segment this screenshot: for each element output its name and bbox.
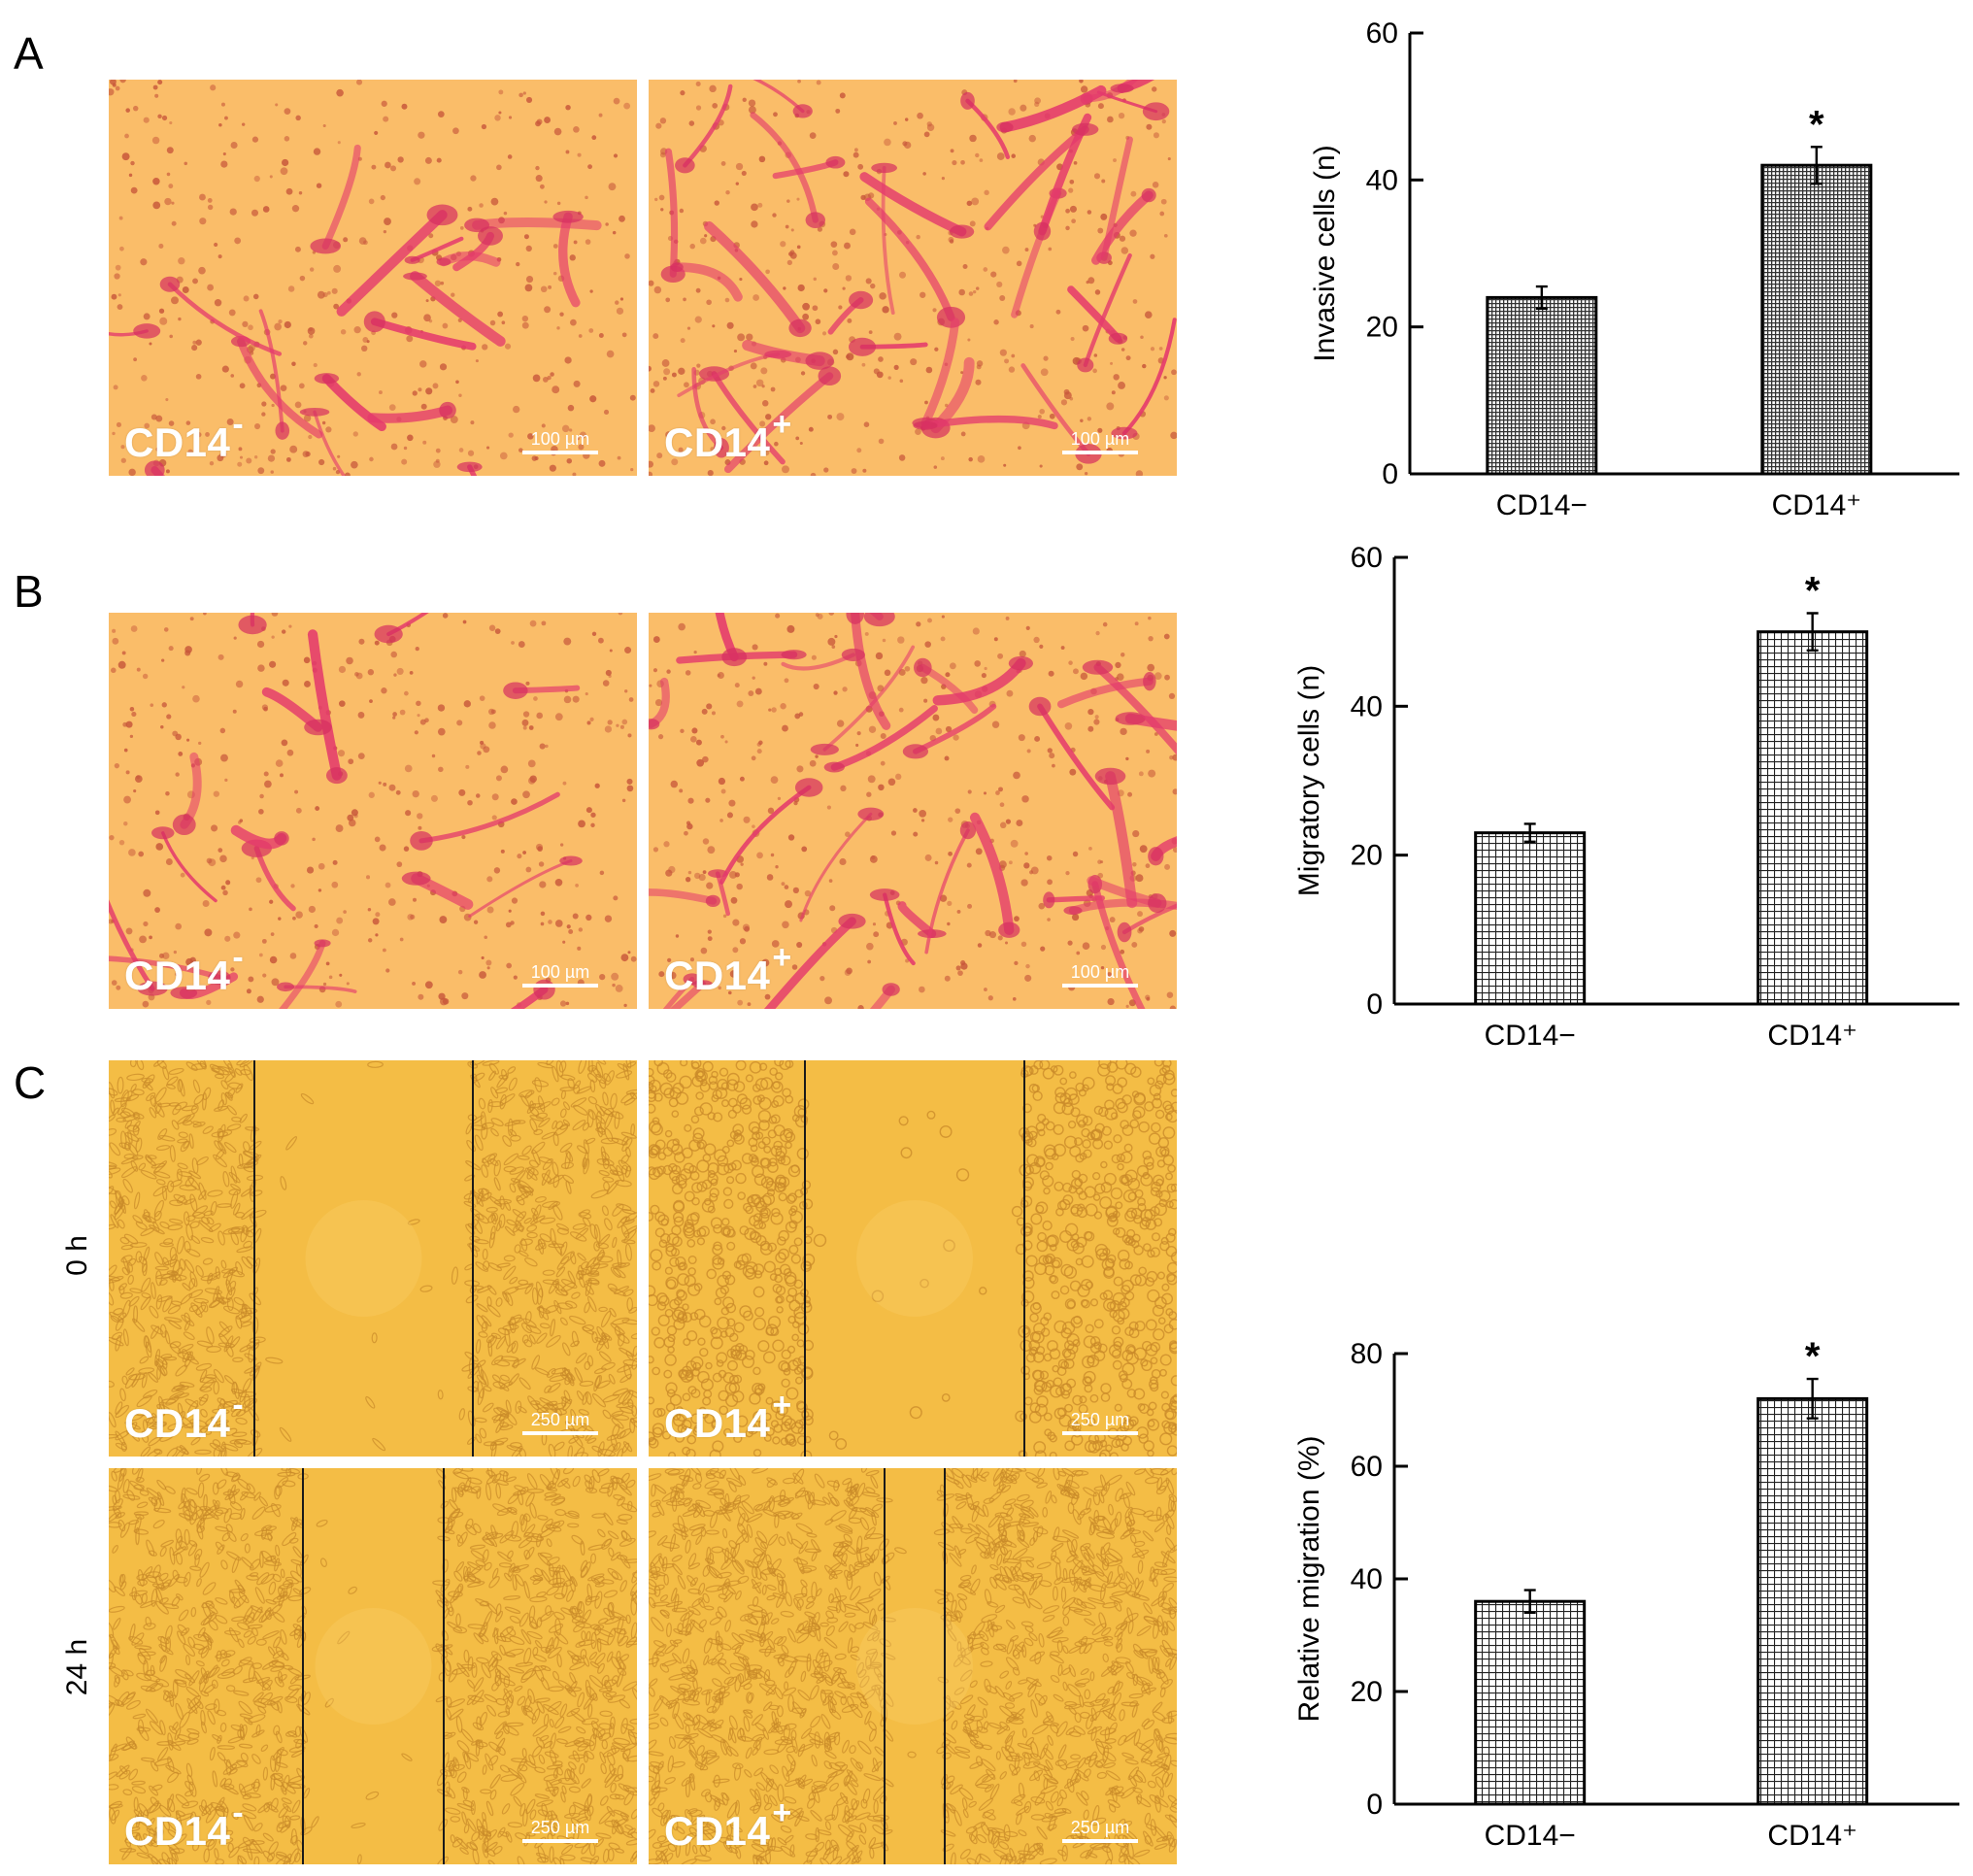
scale-bar: 100 µm bbox=[522, 429, 598, 454]
scale-bar: 250 µm bbox=[1062, 1410, 1138, 1435]
scale-bar: 250 µm bbox=[1062, 1818, 1138, 1843]
x-tick-label: CD14⁺ bbox=[1772, 489, 1862, 521]
bar bbox=[1760, 163, 1873, 476]
scale-bar: 250 µm bbox=[522, 1818, 598, 1843]
y-tick-label: 20 bbox=[1366, 312, 1398, 344]
panel-letter-a: A bbox=[14, 28, 44, 79]
micrograph-texture bbox=[649, 613, 1177, 1009]
micrograph-wound-24h-cd14-neg: CD14- 250 µm bbox=[109, 1468, 637, 1864]
error-bar bbox=[1535, 285, 1548, 310]
significance-marker: * bbox=[1809, 103, 1824, 146]
micrograph-label: CD14- bbox=[124, 406, 245, 465]
error-bar bbox=[1810, 146, 1823, 185]
micrograph-wound-0h-cd14-neg: CD14- 250 µm bbox=[109, 1060, 637, 1457]
micrograph-texture bbox=[109, 80, 637, 476]
y-tick-label: 60 bbox=[1366, 17, 1398, 50]
y-tick-label: 0 bbox=[1382, 458, 1398, 490]
micrograph-invasion-cd14-pos: CD14+ 100 µm bbox=[649, 80, 1177, 476]
y-tick-label: 40 bbox=[1366, 164, 1398, 196]
y-axis-label: Invasive cells (n) bbox=[1309, 145, 1341, 361]
micrograph-label: CD14+ bbox=[664, 939, 792, 998]
micrograph-texture bbox=[649, 80, 1177, 476]
micrograph-wound-24h-cd14-pos: CD14+ 250 µm bbox=[649, 1468, 1177, 1864]
micrograph-texture bbox=[109, 1060, 637, 1457]
x-tick-label: CD14− bbox=[1496, 489, 1588, 521]
scale-bar: 100 µm bbox=[1062, 429, 1138, 454]
scale-bar: 100 µm bbox=[1062, 962, 1138, 988]
scale-bar: 100 µm bbox=[522, 962, 598, 988]
micrograph-migration-cd14-pos: CD14+ 100 µm bbox=[649, 613, 1177, 1009]
panel-letter-b: B bbox=[14, 566, 44, 617]
micrograph-label: CD14+ bbox=[664, 1794, 792, 1854]
micrograph-texture bbox=[649, 1060, 1177, 1457]
micrograph-invasion-cd14-neg: CD14- 100 µm bbox=[109, 80, 637, 476]
micrograph-texture bbox=[109, 613, 637, 1009]
bar bbox=[1486, 295, 1598, 476]
micrograph-texture bbox=[109, 1468, 637, 1864]
micrograph-label: CD14- bbox=[124, 1387, 245, 1446]
micrograph-texture bbox=[649, 1468, 1177, 1864]
micrograph-wound-0h-cd14-pos: CD14+ 250 µm bbox=[649, 1060, 1177, 1457]
micrograph-label: CD14- bbox=[124, 1794, 245, 1854]
micrograph-migration-cd14-neg: CD14- 100 µm bbox=[109, 613, 637, 1009]
micrograph-label: CD14+ bbox=[664, 406, 792, 465]
micrograph-label: CD14+ bbox=[664, 1387, 792, 1446]
panel-letter-c: C bbox=[14, 1057, 47, 1108]
micrograph-label: CD14- bbox=[124, 939, 245, 998]
scale-bar: 250 µm bbox=[522, 1410, 598, 1435]
